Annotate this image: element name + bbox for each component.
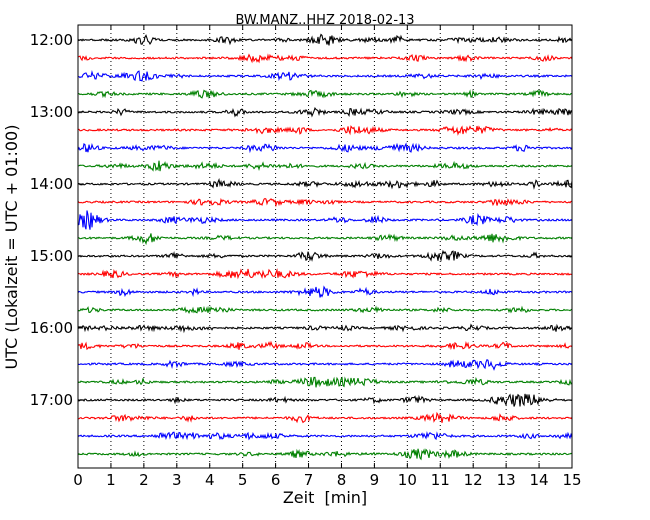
y-tick-label: 15:00: [30, 247, 73, 265]
trace-line: [77, 53, 573, 64]
y-tick-label: 13:00: [30, 103, 73, 121]
x-tick-label: 14: [530, 471, 549, 489]
x-axis-label: Zeit [min]: [283, 488, 367, 507]
trace-line: [77, 448, 573, 461]
x-tick-label: 7: [304, 471, 314, 489]
x-tick-label: 8: [337, 471, 347, 489]
x-tick-label: 13: [497, 471, 516, 489]
trace-line: [77, 431, 573, 441]
trace-line: [77, 89, 573, 100]
trace-line: [77, 340, 573, 351]
trace-line: [77, 177, 573, 190]
x-tick-label: 10: [398, 471, 417, 489]
y-tick-label: 16:00: [30, 319, 73, 337]
x-tick-label: 6: [271, 471, 281, 489]
y-axis: 12:00 13:00 14:00 15:00 16:00 17:00: [30, 31, 572, 409]
y-tick-label: 14:00: [30, 175, 73, 193]
x-tick-label: 5: [238, 471, 248, 489]
plot-frame: [77, 24, 573, 469]
trace-line: [77, 376, 573, 388]
x-tick-label: 15: [562, 471, 581, 489]
x-tick-label: 9: [370, 471, 380, 489]
trace-line: [77, 125, 573, 136]
x-axis: 0 1 2 3 4 5 6 7 8 9 10 11 12 13 14 15: [73, 25, 582, 489]
trace-line: [77, 411, 573, 424]
trace-line: [77, 285, 573, 298]
trace-line: [77, 142, 573, 154]
x-tick-label: 3: [172, 471, 182, 489]
y-tick-label: 17:00: [30, 391, 73, 409]
trace-line: [77, 305, 573, 315]
trace-line: [77, 393, 573, 407]
y-axis-label: UTC (Lokalzeit = UTC + 01:00): [2, 125, 21, 370]
x-tick-label: 12: [464, 471, 483, 489]
chart-title: BW.MANZ..HHZ 2018-02-13: [235, 13, 414, 28]
trace-line: [77, 210, 573, 230]
trace-line: [77, 106, 573, 118]
trace-group: [77, 33, 573, 461]
trace-line: [77, 160, 573, 172]
trace-line: [77, 268, 573, 280]
y-tick-label: 12:00: [30, 31, 73, 49]
x-tick-label: 1: [106, 471, 116, 489]
x-tick-label: 11: [431, 471, 450, 489]
trace-line: [77, 249, 573, 262]
x-tick-label: 2: [139, 471, 149, 489]
trace-line: [77, 33, 573, 46]
x-tick-label: 4: [205, 471, 215, 489]
trace-line: [77, 233, 573, 246]
trace-line: [77, 69, 573, 82]
trace-line: [77, 323, 573, 334]
trace-line: [77, 197, 573, 208]
x-tick-label: 0: [73, 471, 83, 489]
trace-line: [77, 359, 573, 371]
